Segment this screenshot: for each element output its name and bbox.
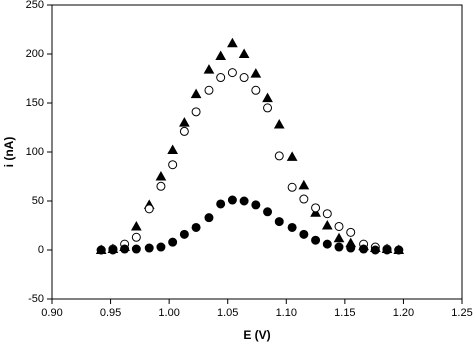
data-point [334,242,344,252]
data-point [251,85,261,95]
data-point [239,73,249,83]
x-tick-label: 0.90 [41,307,62,319]
y-tick-label: 150 [26,97,44,109]
data-point [239,196,249,206]
data-point [311,203,321,213]
data-point [273,119,285,129]
x-axis-label: E (V) [243,328,270,342]
data-point [156,242,166,252]
data-point [204,213,214,223]
data-point [130,220,142,231]
data-point [191,222,201,232]
y-axis-label: i (nA) [2,137,16,168]
data-point [131,232,141,242]
data-point [215,50,227,60]
data-point [298,179,310,190]
data-point [167,144,179,155]
plot-frame [51,4,463,300]
data-point [251,200,261,210]
data-point [334,221,344,231]
y-tick-label: -50 [28,293,44,305]
x-tick-label: 0.95 [100,307,121,319]
data-point [191,107,201,117]
data-point [370,245,380,255]
data-point [382,245,392,255]
x-tick-label: 1.15 [334,307,355,319]
data-point [144,243,154,253]
data-point [144,204,154,214]
x-tick-label: 1.10 [276,307,297,319]
data-point [299,229,309,239]
data-point [227,37,238,48]
data-point [263,207,273,217]
data-point [250,68,262,78]
y-tick-label: 250 [26,0,44,11]
y-tick-label: 100 [26,146,44,158]
data-point [321,219,333,230]
data-point [168,237,178,247]
data-point [227,68,237,78]
data-point [156,181,166,191]
data-point [333,232,345,243]
data-point [108,245,118,255]
data-point [179,117,190,127]
data-point [359,244,369,254]
data-point [274,217,284,227]
data-point [96,245,106,255]
data-point [322,239,332,249]
data-point [190,88,202,99]
data-point [346,243,356,253]
data-point [274,151,284,161]
data-point [287,182,297,192]
y-tick-label: 50 [32,195,44,207]
data-point [286,151,298,161]
y-tick-label: 200 [26,48,44,60]
data-point [179,126,189,136]
data-point [227,195,237,205]
data-point [238,48,250,58]
data-point [322,209,332,219]
data-point [203,64,215,74]
data-point [394,245,404,255]
x-tick-label: 1.05 [217,307,238,319]
data-point [346,227,356,237]
y-tick-label: 0 [38,244,44,256]
data-point [204,85,214,95]
data-point [168,160,178,170]
data-point [131,244,141,254]
data-point [216,73,226,83]
data-point [262,92,273,103]
x-tick-label: 1.00 [158,307,179,319]
data-point [299,194,309,204]
data-point [155,170,167,181]
data-point [120,244,130,254]
data-point [179,229,189,239]
data-point [216,199,226,209]
x-tick-label: 1.25 [451,307,472,319]
data-point [263,103,273,113]
data-point [311,235,321,245]
data-point [287,222,297,232]
x-tick-label: 1.20 [393,307,414,319]
